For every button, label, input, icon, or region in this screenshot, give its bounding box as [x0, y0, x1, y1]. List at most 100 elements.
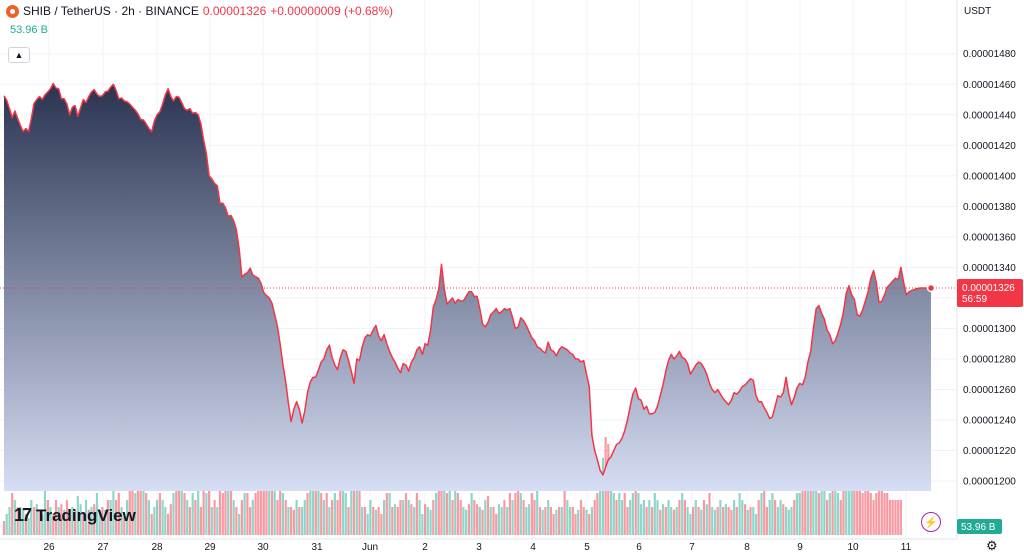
volume-bar	[875, 493, 878, 535]
volume-bar	[842, 472, 845, 535]
volume-bar	[530, 493, 533, 535]
volume-bar	[582, 507, 585, 535]
volume-bar	[194, 500, 197, 535]
volume-bar	[738, 493, 741, 535]
volume-bar	[445, 493, 449, 535]
time-tick-label: 5	[584, 542, 590, 553]
volume-bar	[801, 472, 804, 535]
volume-bar	[785, 507, 788, 535]
volume-bar	[601, 458, 604, 535]
volume-bar	[24, 514, 27, 535]
volume-bar	[724, 504, 727, 535]
volume-bar	[339, 479, 342, 535]
volume-bar	[372, 507, 375, 535]
volume-bar	[891, 500, 894, 535]
volume-bar	[768, 500, 771, 535]
volume-bar	[68, 514, 71, 535]
time-tick-label: 30	[257, 542, 269, 553]
volume-bar	[645, 507, 648, 535]
volume-bar	[369, 500, 372, 535]
volume-bar	[465, 509, 468, 535]
chevron-up-icon: ▲	[14, 50, 24, 60]
volume-bar	[147, 500, 150, 535]
volume-bar	[867, 486, 870, 535]
volume-bar	[579, 500, 583, 535]
volume-bar	[886, 493, 889, 535]
volume-bar	[254, 493, 257, 535]
volume-bar	[227, 479, 230, 535]
volume-bar	[831, 486, 834, 535]
symbol-label: SHIB / TetherUS · 2h · BINANCE	[23, 4, 199, 18]
volume-bar	[527, 504, 531, 535]
volume-bar	[820, 486, 823, 535]
price-tick-label: 0.00001380	[963, 202, 1016, 213]
volume-bar	[95, 493, 99, 535]
price-tick-label: 0.00001280	[963, 354, 1016, 365]
price-axis-labels: 0.00001200 0.00001220 0.00001240 0.00001260…	[963, 49, 1016, 487]
lightning-icon[interactable]: ⚡	[921, 512, 941, 532]
volume-bar	[486, 495, 490, 535]
volume-bar	[686, 507, 689, 535]
volume-bar	[651, 507, 654, 535]
price-tick-label: 0.00001340	[963, 263, 1016, 274]
volume-bar	[150, 514, 153, 535]
volume-bar	[71, 507, 74, 535]
volume-bar	[861, 493, 864, 535]
volume-bar	[175, 458, 178, 535]
volume-bar	[664, 507, 667, 535]
volume-bar	[311, 479, 315, 535]
symbol-legend[interactable]: SHIB / TetherUS · 2h · BINANCE 0.0000132…	[6, 4, 393, 18]
volume-bar	[637, 493, 640, 535]
volume-bar	[806, 458, 809, 535]
time-tick-label: 11	[901, 542, 912, 553]
volume-bar	[659, 509, 662, 535]
tradingview-logo[interactable]: 17 TradingView	[14, 505, 136, 526]
volume-bar	[134, 493, 137, 535]
volume-bar	[298, 507, 301, 535]
time-tick-label: 10	[847, 542, 859, 553]
volume-bar	[314, 486, 317, 535]
volume-bar	[8, 507, 11, 535]
time-tick-label: 2	[422, 542, 428, 553]
volume-bar	[399, 500, 402, 535]
volume-bar	[752, 507, 755, 535]
time-tick-label: 29	[204, 542, 216, 553]
volume-bar	[79, 504, 82, 535]
volume-bar	[826, 500, 829, 535]
volume-bar	[443, 479, 446, 535]
volume-bar	[631, 493, 634, 535]
volume-bar	[640, 504, 643, 535]
volume-bar	[270, 479, 274, 535]
volume-bar	[142, 472, 145, 535]
volume-bar	[82, 514, 85, 535]
volume-bar	[33, 507, 36, 535]
currency-label[interactable]: USDT	[964, 6, 992, 17]
volume-bar	[5, 514, 8, 535]
volume-bar	[776, 507, 779, 535]
volume-bar	[333, 493, 336, 535]
volume-bar	[257, 465, 260, 535]
volume-bar	[618, 493, 621, 535]
volume-bar	[519, 493, 522, 535]
volume-bar	[328, 507, 331, 535]
volume-bar	[131, 486, 134, 535]
volume-bar	[506, 507, 509, 535]
volume-bar	[733, 500, 736, 535]
volume-bar	[478, 507, 481, 535]
volume-bar	[232, 500, 235, 535]
volume-bar	[626, 507, 629, 535]
volume-bar	[188, 507, 191, 535]
volume-bar	[413, 507, 416, 535]
volume-bar	[16, 507, 19, 535]
gear-icon[interactable]: ⚙	[986, 538, 998, 553]
current-price-badge	[957, 279, 1023, 307]
volume-bar	[87, 509, 90, 535]
collapse-legend-button[interactable]: ▲	[8, 47, 30, 63]
time-tick-label: Jun	[362, 542, 378, 553]
volume-bar	[500, 507, 503, 535]
volume-bar	[183, 493, 186, 535]
volume-bar	[216, 507, 219, 535]
volume-bar	[153, 507, 156, 535]
volume-bar	[787, 509, 790, 535]
